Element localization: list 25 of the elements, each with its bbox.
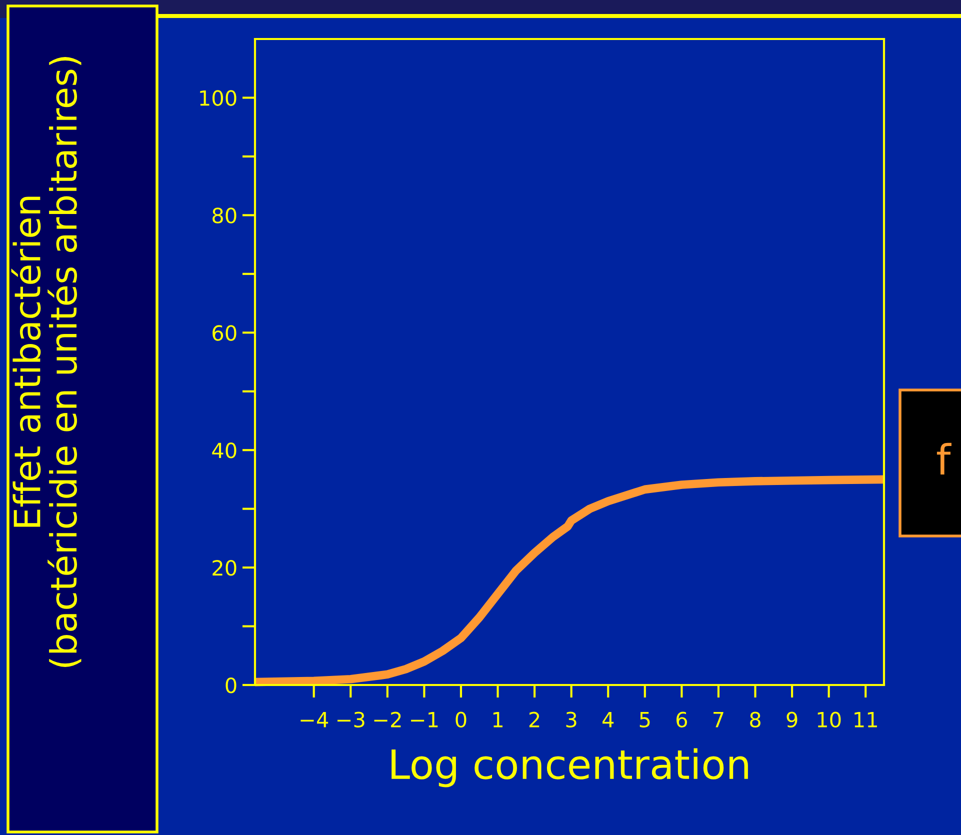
x-tick-label: 10 — [818, 712, 841, 728]
x-tick-label: 0 — [456, 712, 466, 728]
x-tick-label: 11 — [854, 712, 877, 728]
y-tick-label: 0 — [226, 677, 236, 694]
y-tick-label: 40 — [212, 442, 236, 458]
x-tick-label: −1 — [411, 712, 438, 728]
y-tick-label: 20 — [212, 560, 236, 576]
y-tick-label: 80 — [212, 208, 236, 224]
x-tick-label: 6 — [676, 712, 688, 728]
x-tick-label: −2 — [374, 712, 401, 728]
y-tick-label: 60 — [212, 325, 236, 341]
x-tick-label: 5 — [640, 712, 650, 728]
x-tick-label: 9 — [786, 712, 798, 728]
x-tick-label: −4 — [300, 712, 328, 728]
x-tick-label: 4 — [602, 712, 614, 728]
x-axis-title: Log concentration — [392, 748, 748, 788]
x-tick-label: 7 — [714, 712, 724, 728]
y-axis-title: Effet antibactérien (bactéricidie en unités arbitarires) — [11, 57, 82, 667]
x-tick-label: 8 — [750, 712, 760, 728]
text: f — [936, 442, 952, 474]
x-tick-label: 3 — [566, 712, 576, 728]
x-tick-label: 2 — [529, 712, 540, 728]
y-tick-label: 100 — [200, 90, 236, 106]
x-tick-label: −3 — [337, 712, 364, 728]
x-tick-label: 1 — [493, 712, 502, 728]
